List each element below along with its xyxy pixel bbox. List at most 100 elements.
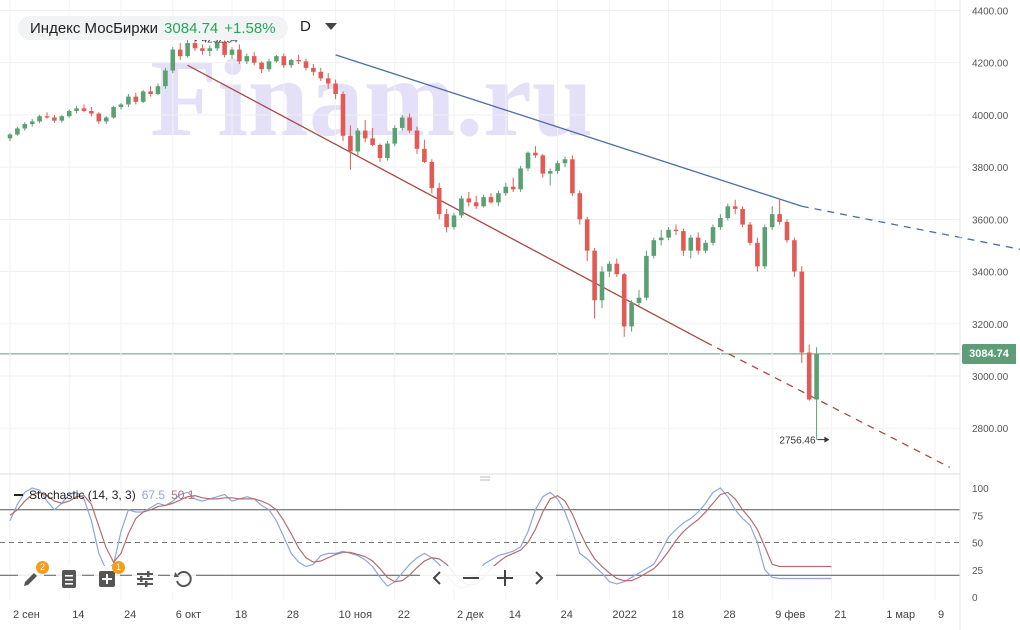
price-tick-label: 4000.00: [972, 111, 1009, 122]
zoom-in-button[interactable]: [494, 566, 516, 590]
scroll-right-button[interactable]: [528, 566, 550, 590]
candle-body: [370, 138, 375, 145]
draw-badge: 2: [36, 561, 49, 574]
time-axis[interactable]: 2 сен 14 24 6 окт 18 28 10 ноя 22 2 дек 14 24 2022 1…: [13, 609, 944, 621]
stochastic-d-value: 50.1: [171, 488, 195, 502]
candle-body: [599, 271, 605, 301]
stochastic-lines: [9, 487, 832, 589]
instrument-header[interactable]: Индекс МосБиржи 3084.74 +1.58%: [18, 16, 288, 40]
candle-body: [525, 152, 531, 169]
candle-body: [22, 124, 28, 129]
price-tick-label: 3600.00: [972, 215, 1009, 226]
time-tick-label: 24: [561, 609, 573, 621]
zoom-out-button[interactable]: [460, 566, 482, 590]
candle-body: [296, 60, 301, 62]
draw-tool-button[interactable]: 2: [18, 561, 49, 592]
candle-body: [207, 48, 213, 51]
add-indicator-button[interactable]: 1: [94, 561, 125, 592]
stochastic-k-value: 67.5: [141, 488, 166, 502]
scroll-left-button[interactable]: [426, 566, 448, 590]
timeframe-label: D: [300, 18, 311, 35]
time-tick-label: 24: [124, 609, 136, 621]
timeframe-selector[interactable]: D: [300, 18, 337, 35]
trendline-solid: [187, 64, 706, 343]
list-button[interactable]: [56, 566, 82, 592]
candle-body: [614, 263, 620, 275]
candle-body: [29, 121, 35, 125]
pencil-icon: [24, 573, 37, 586]
stochastic-k-line: [9, 487, 832, 589]
candle-body: [163, 70, 168, 87]
candle-body: [111, 107, 116, 118]
candles[interactable]: [7, 38, 819, 440]
candle-body: [592, 250, 597, 301]
candle-body: [784, 221, 790, 241]
candle-body: [44, 116, 50, 118]
instrument-title: Индекс МосБиржи: [30, 19, 159, 37]
candle-body: [577, 193, 583, 220]
candle-body: [562, 159, 568, 164]
candle-body: [651, 240, 657, 256]
candle-body: [607, 263, 612, 272]
candle-body: [15, 128, 20, 135]
candle-body: [37, 116, 42, 122]
time-tick-label: 28: [287, 609, 299, 621]
candle-body: [547, 171, 553, 174]
time-tick-label: 1 мар: [886, 609, 915, 621]
trendlines[interactable]: [187, 54, 1020, 468]
candle-body: [688, 237, 694, 251]
trendline-solid: [335, 54, 803, 207]
time-tick-label: 9: [938, 609, 944, 621]
stochastic-tick-label: 100: [972, 484, 989, 495]
candle-body: [281, 56, 287, 66]
candle-body: [303, 61, 309, 68]
candle-body: [769, 214, 775, 228]
price-tick-label: 3000.00: [972, 372, 1009, 383]
candle-body: [429, 161, 435, 188]
candle-body: [407, 117, 412, 131]
candle-body: [540, 155, 546, 174]
candle-body: [155, 86, 161, 94]
chart-navigation: [420, 566, 556, 590]
candle-body: [185, 43, 190, 57]
candle-body: [799, 271, 805, 353]
candle-body: [222, 41, 227, 55]
candle-body: [673, 229, 679, 232]
candle-body: [377, 144, 383, 158]
current-price-tag: 3084.74: [962, 344, 1016, 364]
candle-body: [140, 91, 146, 102]
candle-body: [510, 186, 516, 190]
price-tick-label: 2800.00: [972, 424, 1009, 435]
candle-body: [666, 229, 671, 238]
candle-body: [244, 56, 250, 62]
candle-body: [274, 56, 279, 62]
minus-icon[interactable]: [14, 494, 23, 496]
price-tick-label: 4200.00: [972, 59, 1009, 70]
drawing-toolbar: 2 1: [18, 561, 196, 592]
stochastic-tick-label: 0: [972, 593, 978, 604]
reset-button[interactable]: [170, 566, 196, 592]
candle-body: [126, 96, 131, 105]
stochastic-label: Stochastic (14, 3, 3): [29, 488, 136, 502]
candle-body: [52, 117, 57, 121]
candle-body: [466, 198, 472, 203]
chevron-down-icon[interactable]: [324, 23, 337, 30]
add-badge: 1: [112, 561, 125, 574]
settings-button[interactable]: [132, 566, 158, 592]
price-tick-label: 3400.00: [972, 268, 1009, 279]
candle-body: [732, 206, 738, 209]
candle-body: [288, 60, 294, 66]
stochastic-axis: 0 25 50 75 100: [972, 484, 989, 604]
time-tick-label: 2 дек: [457, 609, 484, 621]
chevron-right-icon: [535, 571, 544, 585]
candle-body: [66, 110, 72, 117]
low-marker-label: 2756.46: [779, 436, 816, 447]
candle-body: [570, 159, 575, 194]
time-tick-label: 9 фев: [775, 609, 805, 621]
price-axis[interactable]: 2800.00 3000.00 3200.00 3400.00 3600.00 3800.…: [972, 6, 1009, 435]
candle-body: [636, 297, 642, 303]
stochastic-legend[interactable]: Stochastic (14, 3, 3) 67.5 50.1: [14, 488, 194, 502]
candle-body: [259, 62, 264, 70]
candle-body: [266, 61, 272, 70]
